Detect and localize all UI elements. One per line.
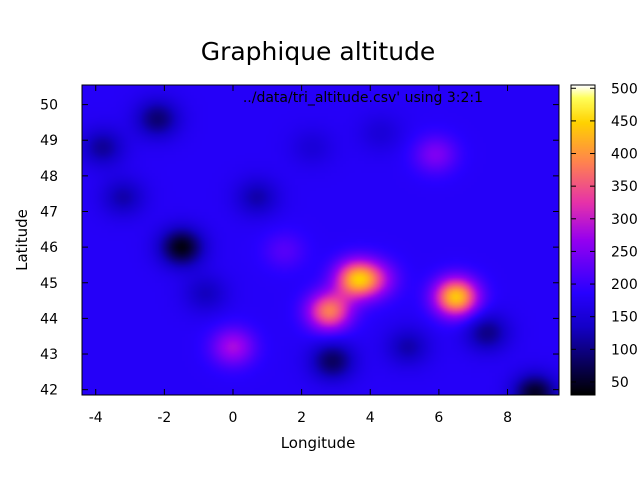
x-tick-label: -4 (89, 410, 103, 426)
colorbar-tick-label: 400 (611, 147, 638, 163)
y-tick-label: 45 (40, 276, 58, 292)
x-tick-label: 4 (366, 410, 375, 426)
x-tick-label: 6 (434, 410, 443, 426)
colorbar-tick-label: 200 (611, 277, 638, 293)
y-tick-label: 42 (40, 383, 58, 399)
x-tick-label: -2 (157, 410, 171, 426)
colorbar: 50 100 150 200 250 300 350 400 450 500 (570, 81, 638, 396)
y-tick-label: 46 (40, 240, 58, 256)
colorbar-tick-label: 350 (611, 179, 638, 195)
plot-area: ../data/tri_altitude.csv' using 3:2:1 (81, 84, 560, 396)
x-axis-label: Longitude (281, 434, 356, 452)
y-axis-label: Latitude (13, 209, 31, 271)
colorbar-tick-label: 450 (611, 114, 638, 130)
colorbar-tick-label: 100 (611, 342, 638, 358)
colorbar-tick-label: 500 (611, 81, 638, 97)
chart-title: Graphique altitude (201, 37, 436, 66)
x-axis-ticks: -4 -2 0 2 4 6 8 (89, 85, 512, 426)
x-tick-label: 0 (229, 410, 238, 426)
y-tick-label: 43 (40, 347, 58, 363)
colorbar-gradient (571, 85, 595, 395)
colorbar-frame (570, 84, 596, 396)
y-tick-label: 47 (40, 204, 58, 220)
heatmap-image (82, 85, 559, 395)
colorbar-tick-label: 150 (611, 310, 638, 326)
colorbar-tick-label: 300 (611, 212, 638, 228)
colorbar-tick-label: 50 (611, 375, 629, 391)
y-axis-ticks: 42 43 44 45 46 47 48 49 50 (40, 98, 559, 399)
x-tick-label: 8 (503, 410, 512, 426)
x-tick-label: 2 (297, 410, 306, 426)
y-tick-label: 48 (40, 169, 58, 185)
plot-frame (81, 84, 560, 396)
y-tick-label: 44 (40, 311, 58, 327)
y-tick-label: 49 (40, 133, 58, 149)
colorbar-ticks: 50 100 150 200 250 300 350 400 450 500 (571, 81, 638, 391)
y-tick-label: 50 (40, 98, 58, 114)
plot-key-label: ../data/tri_altitude.csv' using 3:2:1 (243, 90, 483, 106)
colorbar-tick-label: 250 (611, 244, 638, 260)
